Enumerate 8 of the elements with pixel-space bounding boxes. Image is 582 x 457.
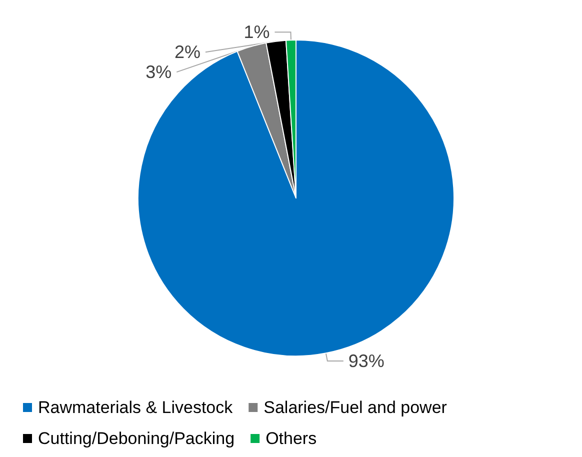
legend-label: Rawmaterials & Livestock	[38, 398, 234, 417]
legend-label: Others	[266, 429, 317, 448]
data-label: 1%	[244, 22, 270, 42]
legend-label: Salaries/Fuel and power	[264, 398, 448, 417]
data-label: 2%	[174, 42, 200, 62]
data-label: 93%	[348, 351, 384, 371]
legend-label: Cutting/Deboning/Packing	[38, 429, 235, 448]
data-label: 3%	[146, 62, 172, 82]
